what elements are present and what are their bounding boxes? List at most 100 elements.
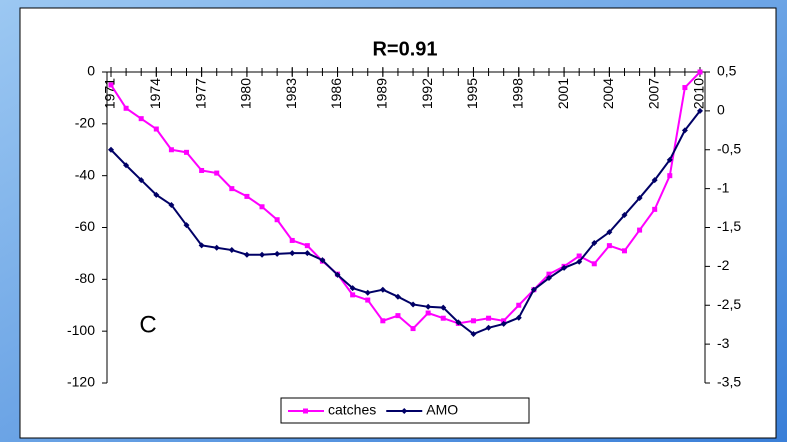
- legend-marker: [401, 408, 408, 414]
- x-tick-label: 2010: [691, 78, 707, 109]
- point: [440, 304, 447, 311]
- point: [455, 319, 462, 326]
- series-line: [110, 71, 701, 330]
- y-tick-label: -80: [75, 270, 95, 286]
- point: [168, 147, 174, 153]
- legend-label: catches: [328, 402, 376, 418]
- point: [637, 227, 643, 233]
- point: [681, 127, 688, 134]
- point: [682, 85, 688, 91]
- y-tick-label: 0: [87, 63, 95, 79]
- point: [274, 217, 280, 223]
- point: [274, 250, 281, 257]
- point: [213, 244, 220, 251]
- x-tick-label: 2004: [600, 78, 616, 109]
- y2-tick-label: 0: [717, 102, 725, 118]
- point: [380, 318, 386, 324]
- point: [198, 242, 205, 249]
- point: [304, 243, 310, 249]
- legend-marker: [303, 408, 308, 414]
- point: [365, 297, 371, 303]
- point: [576, 258, 583, 265]
- point: [259, 204, 265, 210]
- point: [606, 229, 613, 236]
- x-tick-label: 1992: [419, 78, 435, 109]
- point: [123, 105, 129, 111]
- y2-tick-label: -2: [717, 257, 730, 273]
- x-tick-label: 1974: [147, 78, 163, 109]
- point: [651, 177, 658, 184]
- x-tick-label: 1977: [192, 78, 208, 109]
- x-tick-label: 1989: [374, 78, 390, 109]
- point: [395, 313, 401, 319]
- point: [500, 320, 507, 327]
- point: [425, 303, 432, 310]
- point: [440, 315, 446, 321]
- point: [516, 302, 522, 308]
- point: [228, 247, 235, 254]
- x-tick-label: 1971: [102, 78, 118, 109]
- point: [501, 318, 507, 324]
- y-tick-label: -60: [75, 218, 95, 234]
- point: [123, 162, 130, 169]
- y-tick-label: -120: [67, 374, 95, 390]
- x-tick-label: 1995: [464, 78, 480, 109]
- point: [425, 310, 431, 316]
- point: [636, 194, 643, 201]
- point: [576, 253, 582, 259]
- y2-tick-label: -3: [717, 335, 730, 351]
- point: [334, 271, 341, 278]
- panel: [19, 7, 777, 439]
- y-tick-label: -40: [75, 166, 95, 182]
- point: [530, 286, 537, 293]
- point: [349, 285, 356, 292]
- x-tick-label: 2007: [645, 78, 661, 109]
- point: [199, 167, 205, 173]
- point: [168, 201, 175, 208]
- point: [515, 314, 522, 321]
- point: [289, 237, 295, 243]
- y2-tick-label: -2,5: [717, 296, 741, 312]
- point: [485, 324, 492, 331]
- point: [153, 126, 159, 132]
- point: [470, 331, 477, 338]
- point: [183, 222, 190, 229]
- point: [545, 275, 552, 282]
- point: [697, 69, 703, 75]
- point: [138, 177, 145, 184]
- point: [667, 173, 673, 179]
- point: [319, 257, 326, 264]
- point: [470, 318, 476, 324]
- point: [184, 149, 190, 155]
- point: [486, 315, 492, 321]
- x-tick-label: 1980: [238, 78, 254, 109]
- legend-label: AMO: [426, 402, 458, 418]
- point: [214, 170, 220, 176]
- point: [697, 107, 703, 114]
- x-tick-label: 1986: [328, 78, 344, 109]
- y2-tick-label: -1: [717, 179, 730, 195]
- x-tick-label: 2001: [555, 78, 571, 109]
- annotation: C: [139, 311, 156, 338]
- y2-tick-label: -3,5: [717, 374, 741, 390]
- point: [546, 271, 552, 277]
- y2-tick-label: -0,5: [717, 140, 741, 156]
- point: [108, 82, 114, 88]
- point: [621, 248, 627, 254]
- point: [394, 293, 401, 300]
- point: [591, 240, 598, 247]
- point: [379, 286, 386, 293]
- point: [244, 193, 250, 199]
- point: [591, 261, 597, 267]
- point: [410, 301, 417, 308]
- point: [153, 191, 160, 198]
- point: [350, 292, 356, 298]
- series-line: [110, 110, 701, 336]
- point: [243, 251, 250, 258]
- point: [289, 250, 296, 257]
- y2-tick-label: 0,5: [717, 63, 737, 79]
- point: [364, 289, 371, 296]
- point: [652, 206, 658, 212]
- point: [606, 243, 612, 249]
